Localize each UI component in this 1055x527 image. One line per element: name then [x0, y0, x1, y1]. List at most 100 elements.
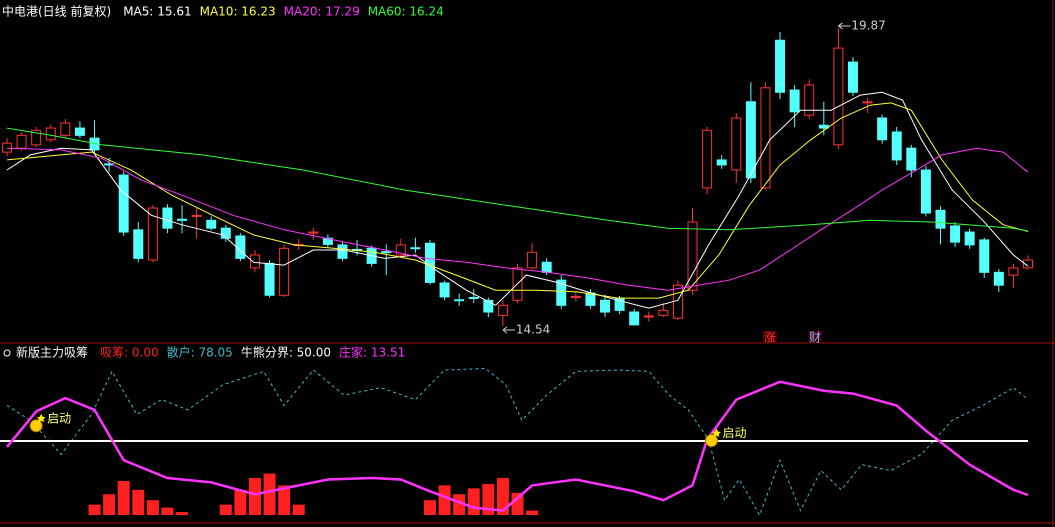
accumulation-bar [103, 494, 116, 515]
accumulation-bar [234, 489, 247, 515]
candle-body [789, 89, 800, 113]
panel-dot [3, 349, 11, 357]
candle-body [541, 261, 552, 273]
legend-entry: MA10: 16.23 [200, 5, 276, 19]
legend-entry: 吸筹: 0.00 [100, 346, 159, 360]
accumulation-bar [248, 478, 261, 515]
panel-title: 中电港(日线 前复权) [2, 4, 111, 19]
candle-body [395, 244, 406, 256]
candle-body [950, 225, 961, 243]
candle-body [191, 214, 202, 217]
legend-entry: MA5: 15.61 [123, 5, 191, 19]
candle-body [468, 297, 479, 299]
indicator-line [6, 367, 1029, 517]
legend-entry: 散户: 78.05 [167, 345, 233, 360]
extreme-label: 14.54 [516, 323, 550, 337]
candle-body [687, 221, 698, 291]
candle-body [906, 147, 917, 171]
legend-entry: 牛熊分界: 50.00 [241, 345, 331, 360]
candle-body [249, 254, 260, 269]
candle-body [16, 134, 27, 149]
accumulation-bar [496, 478, 509, 515]
candle-body [920, 169, 931, 214]
smiley-icon [704, 434, 718, 448]
candle-body [177, 218, 188, 221]
extreme-arrow [502, 326, 515, 334]
candle-body [439, 282, 450, 298]
ma-line [6, 91, 1029, 309]
signal-box [808, 331, 823, 344]
smiley-icon [29, 419, 43, 433]
candle-body [118, 174, 129, 233]
candle-body [279, 247, 290, 296]
signal-box [762, 331, 777, 344]
candle-body [381, 251, 392, 254]
accumulation-bar [467, 488, 480, 515]
candle-body [745, 101, 756, 179]
accumulation-bar [132, 489, 145, 515]
candle-body [497, 304, 508, 316]
candle-body [424, 242, 435, 283]
candle-body [45, 127, 56, 141]
candle-body [147, 207, 158, 261]
accumulation-bar [453, 494, 466, 515]
accumulation-bar [161, 507, 174, 515]
candle-body [935, 209, 946, 229]
accumulation-bar [278, 485, 291, 515]
candle-body [629, 311, 640, 326]
ma-line [6, 102, 1029, 299]
candle-body [702, 129, 713, 189]
candle-body [775, 39, 786, 93]
accumulation-bar [482, 483, 495, 515]
accumulation-bar [526, 510, 539, 515]
candle-body [979, 239, 990, 273]
candle-body [643, 315, 654, 318]
candle-body [410, 247, 421, 250]
accumulation-bar [176, 512, 189, 515]
candle-body [658, 309, 669, 316]
candle-body [527, 251, 538, 269]
marker-label: 启动 [722, 426, 746, 440]
candle-body [60, 122, 71, 136]
ma-line [6, 147, 1029, 291]
candle-body [600, 299, 611, 313]
candle-body [31, 129, 42, 146]
indicator-line [6, 380, 1029, 512]
candle-body [760, 87, 771, 189]
marker-label: 启动 [47, 411, 71, 425]
candle-body [2, 142, 12, 153]
candle-body [672, 284, 683, 319]
candle-body [483, 299, 494, 313]
candle-body [847, 61, 858, 93]
candle-body [731, 117, 742, 171]
candle-body [220, 227, 231, 239]
candle-body [1023, 259, 1033, 269]
candle-body [891, 131, 902, 161]
candle-body [1008, 267, 1019, 276]
extreme-arrow [838, 22, 851, 30]
accumulation-bar [423, 500, 436, 515]
candle-body [570, 295, 581, 298]
candle-body [133, 229, 144, 259]
candle-body [862, 101, 873, 104]
candle-body [74, 127, 85, 136]
candle-body [716, 159, 727, 166]
candle-body [833, 47, 844, 146]
accumulation-bar [438, 485, 451, 515]
signal-label: 财 [809, 331, 821, 345]
panel-title: 新版主力吸筹 [16, 345, 88, 360]
accumulation-bar [511, 492, 524, 515]
candle-body [206, 219, 217, 229]
accumulation-bar [117, 480, 130, 515]
star-icon [36, 413, 46, 423]
extreme-label: 19.87 [851, 18, 885, 32]
candle-body [337, 244, 348, 259]
candle-body [804, 84, 815, 116]
candle-body [993, 271, 1004, 286]
legend-entry: MA20: 17.29 [284, 5, 360, 19]
accumulation-bar [88, 504, 101, 515]
candle-body [964, 231, 975, 246]
candle-body [556, 279, 567, 306]
accumulation-bar [263, 473, 276, 515]
